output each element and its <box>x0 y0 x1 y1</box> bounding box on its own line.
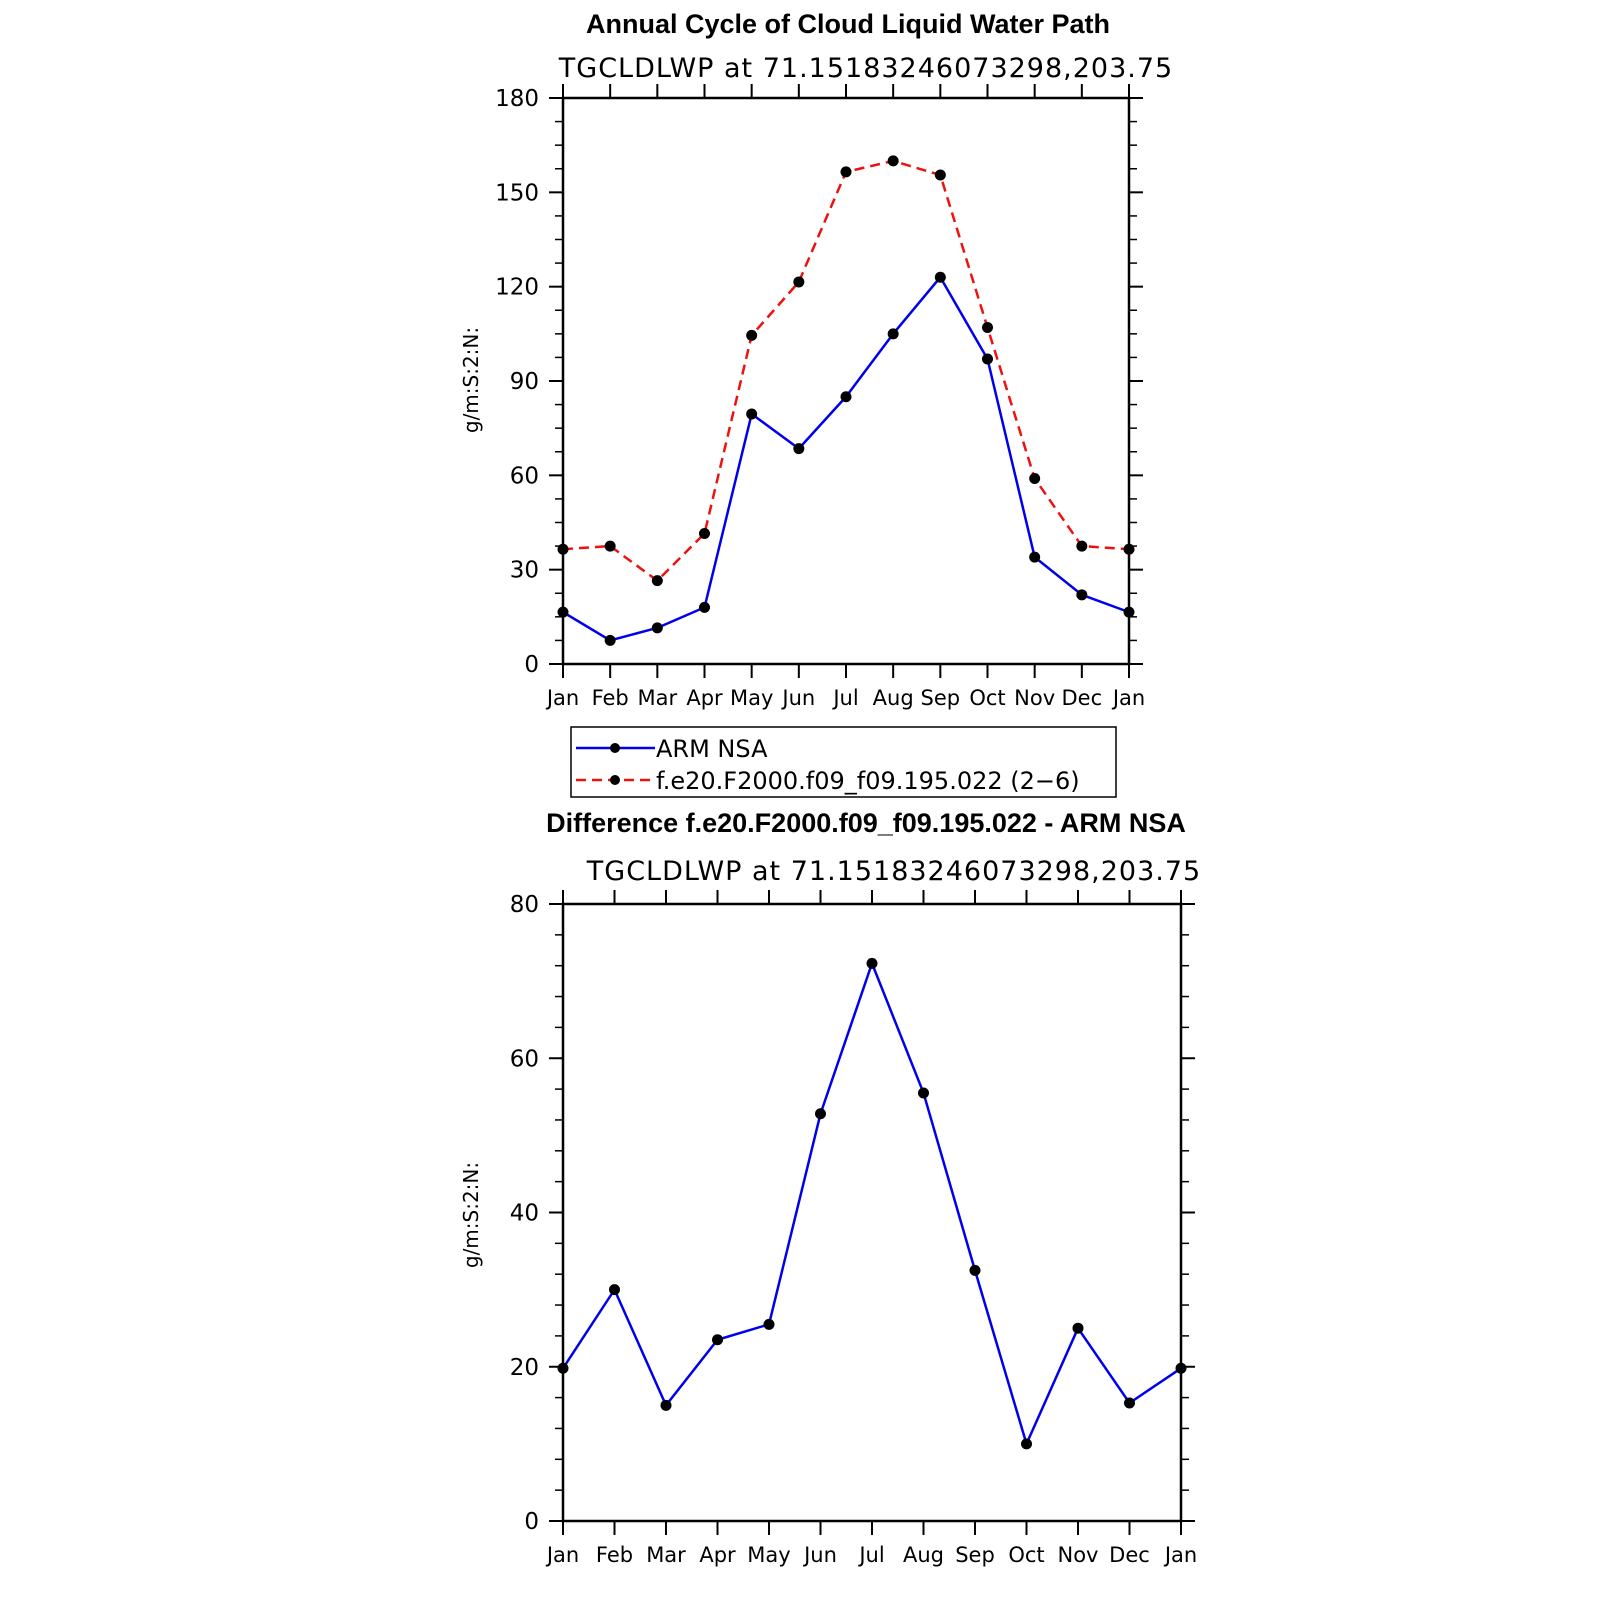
x-tick-label: Sep <box>955 1543 995 1567</box>
series-0-point <box>1021 1438 1032 1450</box>
x-tick-label: Jul <box>857 1543 884 1567</box>
x-tick-label: Jul <box>831 686 858 710</box>
x-tick-label: Oct <box>1008 1543 1044 1567</box>
x-tick-label: Jan <box>1163 1543 1197 1567</box>
series-0-point <box>763 1318 775 1330</box>
series-line-0 <box>561 962 1182 1446</box>
series-0-point <box>651 622 663 634</box>
series-1-point <box>651 575 663 587</box>
y-tick-label: 40 <box>510 1201 539 1227</box>
chart-cloud-liquid-water-annual-cycle: Annual Cycle of Cloud Liquid Water Path … <box>459 9 1173 798</box>
y-tick-label: 90 <box>510 369 539 395</box>
series-1-point <box>840 166 852 178</box>
plot-frame <box>561 902 1183 1523</box>
y-tick-label: 180 <box>495 86 539 112</box>
y-tick-label: 20 <box>510 1355 539 1381</box>
y-tick-label: 150 <box>495 180 539 206</box>
y-tick-label: 0 <box>524 652 539 678</box>
y-tick-label: 30 <box>510 558 539 584</box>
series-0-point <box>982 353 993 365</box>
chart-subtitle: TGCLDLWP at 71.15183246073298,203.75 <box>586 856 1201 887</box>
series-line-1 <box>562 159 1130 582</box>
series-0-point <box>660 1399 672 1411</box>
legend-box <box>570 726 1117 798</box>
x-tick-label: Jun <box>802 1543 837 1567</box>
plot-frame <box>561 96 1131 666</box>
chart-subtitle: TGCLDLWP at 71.15183246073298,203.75 <box>558 53 1173 84</box>
x-tick-label: Oct <box>969 686 1005 710</box>
x-tick-label: Apr <box>699 1543 736 1567</box>
series-1-point <box>793 276 805 288</box>
x-tick-label: Jan <box>545 1543 579 1567</box>
series-0-point <box>1076 589 1088 601</box>
x-tick-label: Jun <box>780 686 815 710</box>
y-tick-label: 120 <box>495 275 539 301</box>
y-tick-label: 0 <box>524 1509 539 1535</box>
series-0-point <box>1175 1362 1187 1374</box>
y-tick-label: 60 <box>510 1046 539 1072</box>
legend-label-model: f.e20.F2000.f09_f09.195.022 (2−6) <box>656 767 1080 795</box>
series-0-point <box>1124 1397 1135 1409</box>
series-0-point <box>934 271 946 283</box>
y-tick-label: 60 <box>510 463 539 489</box>
y-axis-label: g/m:S:2:N: <box>459 327 483 433</box>
series-1-point <box>746 329 758 341</box>
x-tick-label: Feb <box>592 686 629 710</box>
legend-marker-model <box>610 775 620 785</box>
series-0-point <box>1072 1322 1084 1334</box>
series-0-point <box>815 1108 826 1120</box>
x-tick-label: May <box>730 686 773 710</box>
series-0-point <box>609 1284 620 1296</box>
series-line-0 <box>562 275 1130 642</box>
series-1-point <box>699 528 710 540</box>
x-tick-label: Mar <box>646 1543 686 1567</box>
legend-marker-arm-nsa <box>610 743 620 753</box>
x-tick-label: Dec <box>1062 686 1103 710</box>
series-0-point <box>840 391 852 403</box>
x-tick-label: Nov <box>1058 1543 1099 1567</box>
series-1-point <box>1123 543 1135 555</box>
series-0-point <box>866 957 878 969</box>
series-1-point <box>557 543 569 555</box>
x-tick-label: Jan <box>545 686 579 710</box>
y-tick-label: 80 <box>510 892 539 918</box>
x-tick-label: Jan <box>1111 686 1145 710</box>
x-tick-label: Aug <box>903 1543 944 1567</box>
x-tick-label: Mar <box>638 686 678 710</box>
x-tick-label: Dec <box>1109 1543 1150 1567</box>
legend: ARM NSA f.e20.F2000.f09_f09.195.022 (2−6… <box>570 726 1117 798</box>
x-tick-label: May <box>747 1543 790 1567</box>
series-0-point <box>1123 606 1135 618</box>
series-0-point <box>746 408 758 420</box>
series-0-point <box>557 606 569 618</box>
x-tick-label: Sep <box>921 686 961 710</box>
series-0-point <box>918 1087 929 1099</box>
series-1-point <box>1076 540 1088 552</box>
x-tick-label: Aug <box>873 686 914 710</box>
series-0-point <box>793 443 805 455</box>
series-0-point <box>969 1264 981 1276</box>
series-0-point <box>699 601 710 613</box>
series-1-point <box>934 169 946 181</box>
series-1-point <box>1029 472 1041 484</box>
x-tick-label: Apr <box>686 686 723 710</box>
chart-difference: Difference f.e20.F2000.f09_f09.195.022 -… <box>459 808 1201 1567</box>
x-tick-label: Feb <box>596 1543 633 1567</box>
series-1-point <box>604 540 616 552</box>
series-0-point <box>712 1334 723 1346</box>
series-0-point <box>1029 551 1041 563</box>
series-1-point <box>887 155 899 167</box>
legend-label-arm-nsa: ARM NSA <box>656 735 768 763</box>
y-axis-label: g/m:S:2:N: <box>459 1162 483 1268</box>
x-tick-label: Nov <box>1014 686 1055 710</box>
series-0-point <box>887 328 899 340</box>
chart-title: Difference f.e20.F2000.f09_f09.195.022 -… <box>546 808 1186 838</box>
series-0-point <box>604 634 616 646</box>
series-0-point <box>557 1362 569 1374</box>
series-1-point <box>982 322 993 334</box>
chart-title: Annual Cycle of Cloud Liquid Water Path <box>586 9 1110 39</box>
